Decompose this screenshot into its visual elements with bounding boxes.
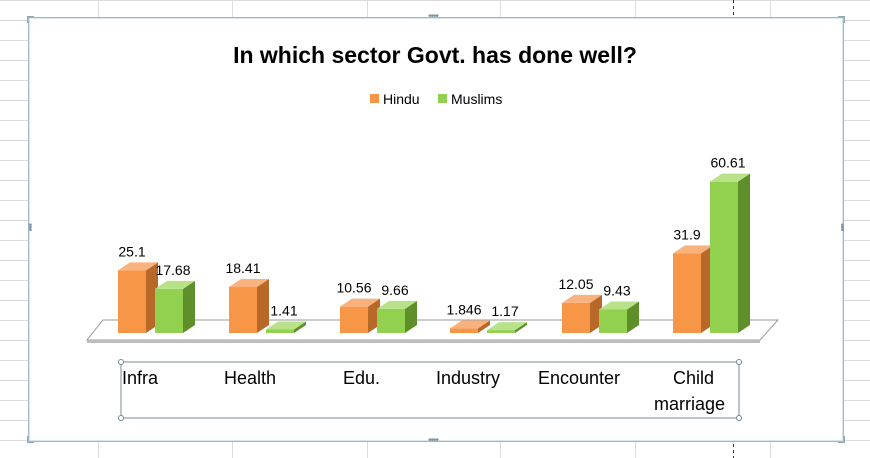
data-label-hindu-1: 18.41 xyxy=(225,260,260,276)
data-label-muslims-4: 9.43 xyxy=(603,282,630,298)
bar-side xyxy=(738,173,750,333)
category-label-4: Encounter xyxy=(538,368,620,388)
chart-title: In which sector Govt. has done well? xyxy=(233,42,637,68)
bar-front xyxy=(118,270,146,333)
bar-top xyxy=(710,173,750,182)
bar-top xyxy=(118,262,158,271)
bar-muslims-2[interactable] xyxy=(377,300,417,333)
bar-side xyxy=(478,320,490,333)
chart-floor-edge xyxy=(87,340,760,343)
bar-hindu-1[interactable] xyxy=(229,279,269,333)
data-label-hindu-3: 1.846 xyxy=(446,301,481,317)
left-resize-handle[interactable]: ••• xyxy=(24,223,35,231)
bar-hindu-2[interactable] xyxy=(340,298,380,333)
bottom-resize-handle[interactable]: •••• xyxy=(428,435,439,446)
bar-side xyxy=(405,300,417,333)
data-label-muslims-3: 1.17 xyxy=(491,303,518,319)
data-label-hindu-5: 31.9 xyxy=(673,226,700,242)
bar-muslims-1[interactable] xyxy=(266,321,306,333)
bar-front xyxy=(450,328,478,333)
label-box-handle[interactable] xyxy=(118,359,124,365)
label-box-handle[interactable] xyxy=(736,415,742,421)
category-label-5-line2: marriage xyxy=(654,394,725,414)
bar-top xyxy=(487,322,527,331)
bar-muslims-4[interactable] xyxy=(599,301,639,333)
bar-top xyxy=(340,298,380,307)
bar-top xyxy=(266,321,306,330)
bottom-right-corner-handle[interactable] xyxy=(838,436,845,443)
legend-label-hindu: Hindu xyxy=(383,91,420,107)
data-label-muslims-0: 17.68 xyxy=(155,262,190,278)
bar-top xyxy=(450,320,490,329)
bar-front xyxy=(562,302,590,333)
bar-top xyxy=(562,294,602,303)
bar-front xyxy=(673,253,701,333)
bar-muslims-0[interactable] xyxy=(155,280,195,333)
bar-side xyxy=(257,279,269,333)
right-resize-handle[interactable]: ••• xyxy=(836,223,847,231)
category-label-2: Edu. xyxy=(343,368,380,388)
data-label-hindu-0: 25.1 xyxy=(118,243,145,259)
bar-side xyxy=(183,280,195,333)
bar-top xyxy=(377,300,417,309)
bar-muslims-5[interactable] xyxy=(710,173,750,333)
bar-side xyxy=(515,322,527,333)
chart-area[interactable]: •••• •••• ••• ••• xyxy=(24,11,847,446)
bar-muslims-3[interactable] xyxy=(487,322,527,333)
top-left-corner-handle[interactable] xyxy=(27,16,34,23)
bar-front xyxy=(155,288,183,333)
category-label-5: Child xyxy=(673,368,714,388)
legend-swatch-muslims xyxy=(438,94,447,103)
bar-front xyxy=(487,330,515,333)
data-label-muslims-1: 1.41 xyxy=(270,302,297,318)
bar-hindu-0[interactable] xyxy=(118,262,158,333)
bar-front xyxy=(266,329,294,333)
category-label-1: Health xyxy=(224,368,276,388)
bar-top xyxy=(673,245,713,254)
legend-swatch-hindu xyxy=(370,94,379,103)
legend-label-muslims: Muslims xyxy=(451,91,502,107)
data-label-hindu-4: 12.05 xyxy=(558,276,593,292)
bar-front xyxy=(229,287,257,333)
bar-front xyxy=(710,181,738,333)
bar-top xyxy=(229,279,269,288)
label-box-handle[interactable] xyxy=(118,415,124,421)
data-label-hindu-2: 10.56 xyxy=(336,280,371,296)
data-label-muslims-2: 9.66 xyxy=(381,282,408,298)
bar-front xyxy=(599,309,627,333)
category-label-box[interactable] xyxy=(120,361,740,419)
bar-hindu-3[interactable] xyxy=(450,320,490,333)
bar-side xyxy=(627,301,639,333)
category-label-3: Industry xyxy=(436,368,500,388)
top-right-corner-handle[interactable] xyxy=(838,16,845,23)
bar-side xyxy=(294,321,306,333)
bar-top xyxy=(599,301,639,310)
top-resize-handle[interactable]: •••• xyxy=(428,11,439,22)
bar-top xyxy=(155,280,195,289)
bar-front xyxy=(340,306,368,333)
bar-hindu-5[interactable] xyxy=(673,245,713,333)
label-box-handle[interactable] xyxy=(736,359,742,365)
bar-front xyxy=(377,308,405,333)
category-label-0: Infra xyxy=(122,368,159,388)
bottom-left-corner-handle[interactable] xyxy=(27,436,34,443)
data-label-muslims-5: 60.61 xyxy=(710,155,745,171)
bar-hindu-4[interactable] xyxy=(562,294,602,333)
